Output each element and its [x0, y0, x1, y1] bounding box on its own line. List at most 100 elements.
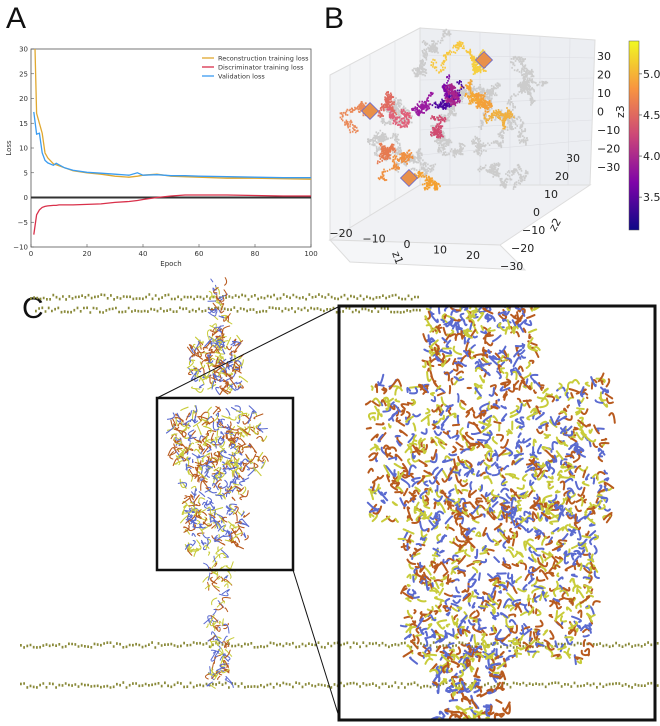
protein-chain	[509, 488, 521, 500]
protein-chain	[508, 619, 517, 626]
protein-chain	[568, 388, 580, 395]
protein-chain	[183, 507, 193, 514]
protein-chain	[462, 593, 469, 600]
protein-chain	[187, 473, 193, 482]
protein-chain	[470, 505, 480, 516]
protein-chain	[500, 506, 509, 514]
protein-chain	[228, 452, 236, 457]
z3-tick-label: 0	[597, 106, 604, 119]
protein-chain	[222, 517, 228, 523]
protein-chain	[252, 411, 258, 417]
protein-chain	[584, 473, 590, 481]
membrane-layer	[30, 293, 419, 301]
protein-chain	[223, 575, 228, 579]
colorbar-tick-label: 3.5	[643, 191, 660, 204]
protein-chain	[439, 582, 444, 587]
protein-chain	[579, 595, 591, 604]
protein-chain	[383, 464, 391, 477]
protein-chain	[202, 458, 205, 463]
protein-chain	[244, 534, 249, 541]
protein-chain	[467, 540, 476, 549]
protein-chain	[491, 501, 499, 508]
protein-chain	[203, 562, 210, 570]
protein-chain	[457, 569, 466, 577]
background-points	[411, 28, 452, 78]
protein-chain	[200, 539, 205, 546]
protein-chain	[227, 521, 237, 529]
protein-chain	[396, 471, 405, 481]
protein-chain	[472, 335, 478, 339]
protein-chain	[430, 628, 436, 639]
protein-chain	[570, 392, 574, 398]
protein-chain	[585, 605, 595, 616]
protein-chain	[190, 370, 198, 381]
protein-chain	[426, 527, 430, 533]
legend-label-2: Validation loss	[218, 72, 265, 80]
protein-chain	[220, 549, 229, 558]
protein-chain	[532, 438, 537, 447]
protein-chain	[552, 587, 562, 597]
protein-chain	[237, 524, 245, 529]
protein-chain	[429, 311, 433, 315]
y-tick-label: 15	[19, 120, 28, 128]
protein-chain	[198, 367, 205, 375]
zoomed-inset-frame	[337, 304, 657, 722]
protein-chain	[479, 549, 488, 555]
protein-chain	[206, 506, 211, 515]
protein-chain	[497, 580, 502, 584]
protein-chain	[577, 609, 583, 618]
colorbar-tick-label: 4.0	[643, 150, 660, 163]
protein-chain	[419, 565, 426, 573]
protein-chain	[174, 439, 180, 443]
protein-chain	[530, 574, 533, 581]
protein-chain	[557, 539, 568, 543]
x-tick-label: 40	[139, 250, 148, 258]
protein-chain	[466, 421, 470, 429]
protein-chain	[517, 318, 528, 328]
protein-chain	[389, 482, 399, 491]
protein-chain	[203, 617, 211, 625]
protein-chain	[247, 415, 252, 424]
protein-chain	[225, 492, 231, 498]
protein-chain	[477, 618, 482, 626]
protein-chain	[218, 515, 225, 524]
protein-chain	[572, 378, 580, 385]
protein-chain	[565, 415, 573, 421]
protein-chain	[454, 484, 460, 495]
protein-chain	[524, 320, 533, 327]
protein-chain	[202, 346, 209, 351]
protein-chain	[169, 448, 177, 456]
colored-points	[483, 107, 515, 130]
membrane-layers	[20, 293, 659, 689]
protein-chain	[430, 314, 439, 324]
protein-chain	[506, 592, 516, 603]
protein-chain	[512, 302, 518, 304]
protein-chain	[453, 376, 463, 386]
colored-points	[444, 83, 461, 107]
protein-chain	[451, 565, 459, 574]
protein-chain	[440, 352, 446, 362]
protein-chain	[501, 451, 513, 456]
protein-chain	[480, 632, 486, 641]
protein-chain	[229, 524, 235, 529]
protein-chain	[211, 662, 215, 671]
protein-chain	[406, 558, 417, 565]
scatter-points	[339, 28, 549, 191]
protein-chain	[214, 639, 223, 644]
protein-chain	[517, 494, 527, 499]
protein-chain	[450, 710, 461, 715]
protein-chain	[234, 354, 237, 358]
protein-chain	[522, 583, 528, 591]
protein-chain	[198, 435, 204, 442]
protein-chain	[574, 505, 582, 513]
protein-chain	[230, 443, 236, 450]
protein-chain	[426, 488, 430, 496]
protein-chain	[468, 513, 476, 520]
protein-chain	[439, 599, 445, 605]
protein-chain	[572, 453, 581, 463]
protein-chain	[541, 446, 552, 451]
protein-chain	[435, 633, 446, 639]
protein-chain	[213, 585, 220, 589]
protein-chain	[485, 300, 490, 302]
protein-chain	[204, 359, 213, 362]
